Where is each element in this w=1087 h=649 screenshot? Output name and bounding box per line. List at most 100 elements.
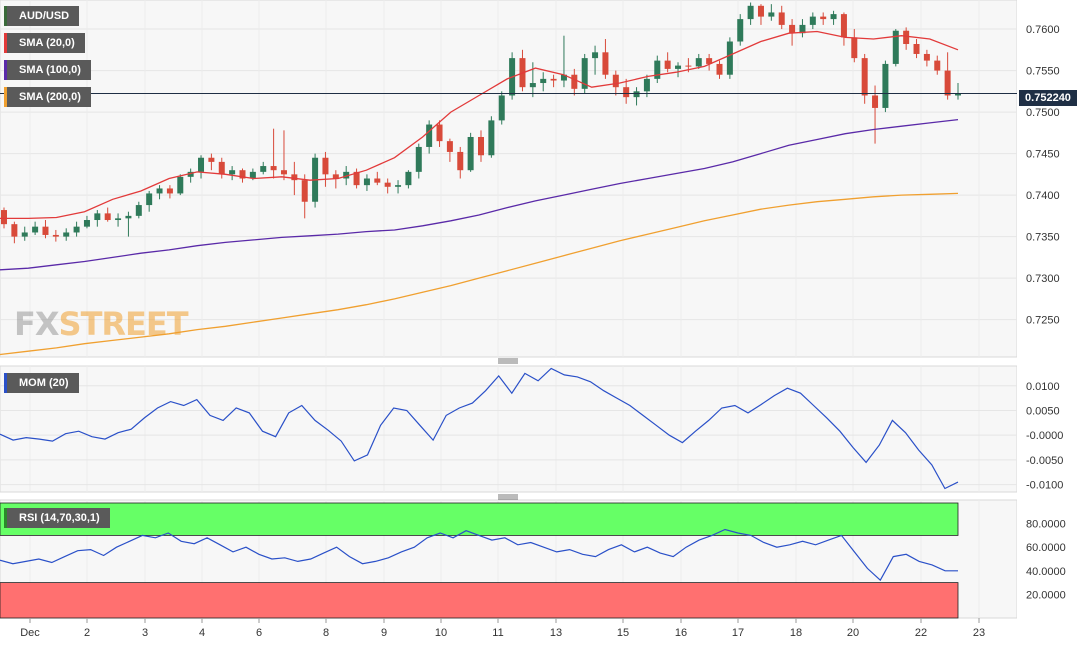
rsi-line [0,528,958,582]
x-tick-label: 2 [84,627,90,639]
mom-label-text: MOM (20) [19,377,69,389]
candle-body [374,178,381,183]
candle-body [446,141,453,152]
x-tick-label: 20 [847,627,859,639]
sma100-label[interactable]: SMA (100,0) [4,60,91,80]
candle-body [716,63,723,75]
x-tick-label: 9 [381,627,387,639]
rsi-y-tick-label: 40.0000 [1026,566,1066,578]
candle-body [498,95,505,121]
sma20-label[interactable]: SMA (20,0) [4,33,85,53]
sma200-label[interactable]: SMA (200,0) [4,87,91,107]
candle-body [623,87,630,98]
candle-body [83,220,90,227]
mom-y-tick-label: -0.0100 [1026,480,1063,492]
price-y-tick-label: 0.7250 [1026,315,1060,327]
candle-body [125,215,132,219]
sma20-label-text: SMA (20,0) [19,37,75,49]
x-tick-label: Dec [20,627,40,639]
candle-body [592,52,599,59]
candle-body [135,205,142,216]
candle-body [851,37,858,59]
x-tick-label: 4 [199,627,205,639]
rsi-oversold-band [0,582,959,619]
rsi-y-tick-label: 60.0000 [1026,542,1066,554]
rsi-overbought-band [0,502,959,536]
sma200-label-text: SMA (200,0) [19,91,81,103]
last-price-tag: 0.752240 [1019,90,1077,106]
candle-body [21,232,28,237]
candle-body [830,14,837,20]
candle-body [280,170,287,175]
candle-body [747,5,754,20]
sma-line-2 [0,192,959,356]
x-tick-label: 22 [915,627,927,639]
x-tick-label: 15 [617,627,629,639]
sma20-color-swatch [4,33,7,53]
x-tick-label: 23 [973,627,985,639]
x-tick-label: 10 [435,627,447,639]
candle-body [63,232,70,237]
mom-label[interactable]: MOM (20) [4,373,79,393]
candle-body [934,60,941,71]
rsi-y-tick-label: 80.0000 [1026,519,1066,531]
candle-body [633,91,640,98]
x-tick-label: 13 [550,627,562,639]
candle-body [166,188,173,194]
candle-body [675,65,682,69]
candle-body [612,74,619,88]
right-axis-bg [1017,0,1087,644]
price-y-tick-label: 0.7450 [1026,149,1060,161]
x-tick-label: 3 [142,627,148,639]
candle-body [363,178,370,186]
price-y-tick-label: 0.7400 [1026,190,1060,202]
x-tick-label: 18 [790,627,802,639]
candle-body [426,124,433,147]
candle-body [602,52,609,75]
fxstreet-watermark: FXSTREET [14,305,189,343]
candle-body [239,170,246,179]
candle-body [73,226,80,233]
rsi-y-tick-label: 20.0000 [1026,589,1066,601]
price-panel-bg [0,0,1018,358]
mom-line [0,367,959,490]
candle-body [664,60,671,69]
candle-body [260,166,267,172]
candle-body [861,58,868,96]
candle-body [550,78,557,81]
price-y-tick-label: 0.7500 [1026,107,1060,119]
candle-body [529,83,536,88]
candle-body [923,53,930,61]
candle-body [540,78,547,84]
candle-body [799,24,806,34]
candle-body [789,24,796,34]
candle-body [903,30,910,45]
candle-body [384,182,391,187]
price-y-tick-label: 0.7350 [1026,232,1060,244]
candle-body [892,30,899,64]
candle-body [301,180,308,202]
candle-body [94,213,101,221]
candle-body [146,193,153,206]
mom-color-swatch [4,373,7,393]
sma100-label-text: SMA (100,0) [19,64,81,76]
symbol-color-swatch [4,6,7,26]
candle-body [913,44,920,54]
candle-body [104,213,111,221]
x-tick-label: 8 [323,627,329,639]
candle-body [654,60,661,79]
candle-body [291,174,298,181]
rsi-label[interactable]: RSI (14,70,30,1) [4,508,110,528]
x-tick-label: 17 [732,627,744,639]
candle-body [332,174,339,179]
candle-body [322,157,329,175]
price-y-tick-label: 0.7300 [1026,273,1060,285]
candle-body [571,74,578,89]
candle-body [270,166,277,171]
candle-body [32,226,39,233]
candle-body [353,171,360,186]
candle-body [467,136,474,171]
symbol-label[interactable]: AUD/USD [4,6,80,26]
sma-line-0 [0,30,959,220]
